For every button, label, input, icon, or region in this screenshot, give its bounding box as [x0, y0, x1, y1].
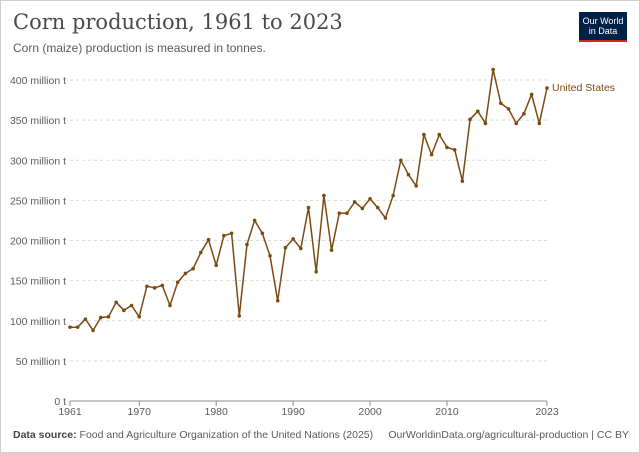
x-tick-label: 1970: [128, 406, 152, 418]
data-point: [91, 328, 95, 333]
data-point: [475, 109, 480, 114]
data-point: [206, 237, 211, 242]
data-point: [283, 245, 288, 250]
data-point: [314, 269, 318, 274]
chart-title: Corn production, 1961 to 2023: [13, 10, 343, 34]
data-point: [468, 117, 472, 122]
data-point: [514, 121, 519, 126]
data-point: [437, 132, 442, 137]
data-point: [252, 218, 257, 223]
data-point: [114, 300, 118, 305]
y-tick-label: 300 million t: [10, 155, 66, 167]
data-point: [68, 325, 72, 329]
y-tick-label: 50 million t: [16, 356, 66, 368]
source-url-link[interactable]: OurWorldinData.org/agricultural-producti…: [388, 429, 629, 441]
y-tick-label: 100 million t: [10, 316, 66, 328]
data-point: [160, 283, 165, 288]
data-point: [337, 211, 342, 216]
data-point: [545, 86, 549, 90]
data-point: [360, 206, 365, 211]
y-tick-label: 250 million t: [10, 195, 66, 207]
x-tick-label: 2010: [435, 406, 459, 418]
data-point: [375, 205, 380, 210]
data-point: [506, 107, 511, 111]
data-point: [168, 303, 172, 308]
data-point: [306, 205, 311, 210]
series-label: United States: [552, 82, 615, 94]
data-point: [183, 271, 188, 276]
data-point: [214, 263, 218, 268]
x-tick-label: 1990: [281, 406, 305, 418]
data-point: [499, 101, 503, 106]
owid-logo[interactable]: Our World in Data: [579, 12, 627, 42]
data-point: [198, 250, 203, 255]
x-tick-label: 2023: [535, 406, 559, 418]
x-tick-label: 1980: [204, 406, 228, 418]
data-point: [483, 121, 488, 126]
data-point: [98, 315, 103, 320]
data-point: [422, 132, 426, 137]
chart-subtitle: Corn (maize) production is measured in t…: [13, 41, 266, 55]
data-point: [383, 216, 388, 220]
data-point: [145, 284, 149, 289]
data-source-text: Food and Agriculture Organization of the…: [79, 429, 374, 441]
data-point: [191, 266, 195, 271]
y-tick-label: 200 million t: [10, 236, 66, 248]
y-tick-label: 400 million t: [10, 75, 66, 87]
data-point: [299, 246, 303, 251]
data-point: [237, 314, 242, 318]
data-point: [322, 193, 326, 198]
logo-line-2: in Data: [588, 26, 618, 36]
data-point: [522, 111, 526, 116]
data-point: [229, 231, 234, 236]
data-point: [275, 298, 280, 303]
data-point: [429, 152, 434, 157]
data-point: [152, 286, 157, 290]
data-point: [175, 280, 180, 285]
data-point: [391, 193, 395, 198]
x-tick-label: 2000: [358, 406, 382, 418]
x-tick-label: 1961: [58, 406, 82, 418]
data-point: [452, 148, 457, 152]
data-point: [537, 121, 542, 126]
y-tick-label: 0 t: [54, 396, 66, 408]
data-point: [291, 237, 295, 241]
data-point: [399, 158, 403, 163]
logo-line-1: Our World: [582, 16, 624, 26]
data-point: [268, 253, 272, 258]
data-point: [245, 242, 249, 247]
series-line: [70, 68, 548, 332]
data-point: [122, 308, 126, 313]
data-source-label: Data source:: [13, 429, 77, 441]
data-point: [414, 184, 419, 188]
data-point: [529, 92, 534, 97]
data-point: [345, 211, 349, 216]
data-point: [368, 196, 372, 201]
data-point: [460, 179, 465, 183]
data-point: [137, 314, 142, 319]
y-tick-label: 150 million t: [10, 276, 66, 288]
data-point: [352, 200, 357, 204]
data-point: [406, 172, 411, 177]
data-point: [129, 303, 134, 308]
data-point: [83, 317, 88, 321]
data-point: [260, 231, 265, 236]
data-point: [222, 233, 226, 238]
data-point: [491, 67, 495, 72]
data-point: [106, 314, 111, 319]
data-point: [445, 145, 449, 150]
data-point: [75, 325, 80, 329]
data-source: Data source: Food and Agriculture Organi…: [13, 429, 373, 441]
y-tick-label: 350 million t: [10, 115, 66, 127]
data-point: [329, 248, 334, 252]
